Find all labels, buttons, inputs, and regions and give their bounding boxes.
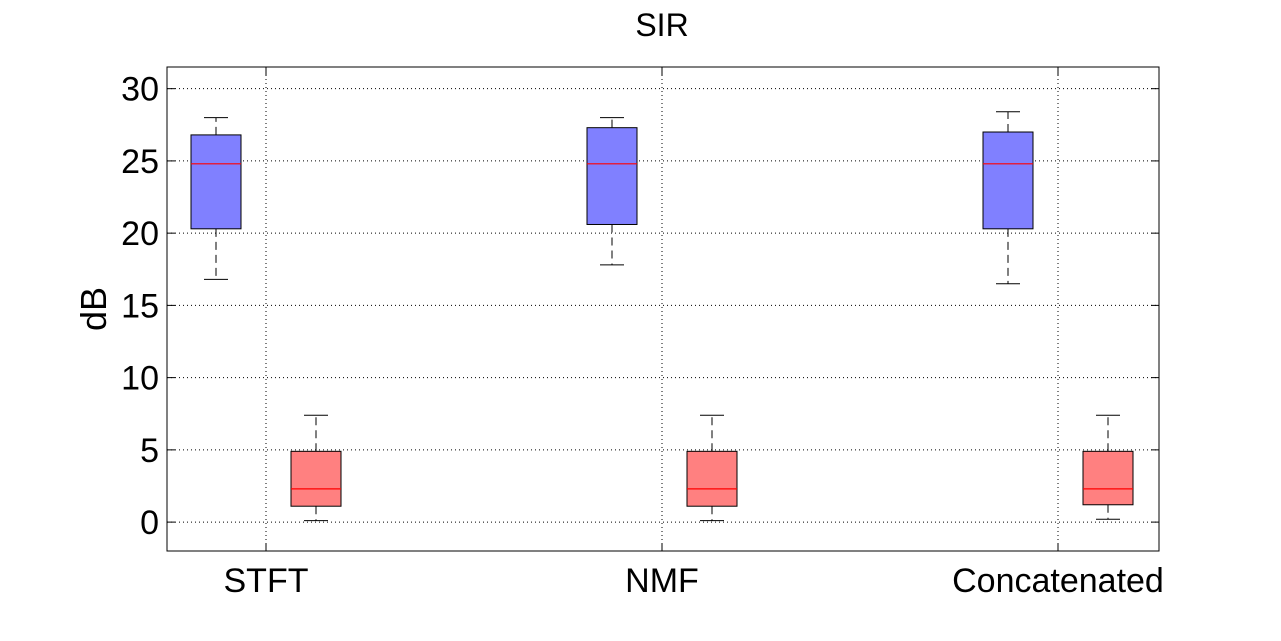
- box-iqr: [190, 134, 242, 230]
- box-iqr: [982, 131, 1034, 230]
- plot-frame: [166, 66, 1160, 552]
- grid: [167, 67, 1159, 551]
- y-tick-label: 25: [121, 143, 159, 181]
- x-tick-label: NMF: [625, 562, 699, 600]
- box-concatenated-1: [982, 111, 1034, 285]
- box-nmf-2: [686, 414, 738, 522]
- y-tick-label: 15: [121, 287, 159, 325]
- y-axis-label: dB: [73, 287, 114, 331]
- box-concatenated-2: [1082, 414, 1134, 520]
- box-stft-1: [190, 117, 242, 280]
- y-tick-label: 20: [121, 215, 159, 253]
- y-tick-label: 0: [140, 504, 159, 542]
- boxes: [190, 111, 1134, 522]
- y-tick-label: 5: [140, 432, 159, 470]
- box-iqr: [1082, 450, 1134, 506]
- chart-title: SIR: [635, 7, 688, 43]
- box-nmf-1: [586, 117, 638, 266]
- y-tick-label: 30: [121, 71, 159, 109]
- y-tick-label: 10: [121, 360, 159, 398]
- box-iqr: [686, 450, 738, 507]
- x-tick-label: Concatenated: [952, 562, 1164, 600]
- box-iqr: [586, 127, 638, 225]
- box-stft-2: [290, 414, 342, 522]
- x-tick-label: STFT: [224, 562, 309, 600]
- axes: 0 5 10 15 20 25 30 STFT NMF Concatenated: [121, 66, 1164, 600]
- box-iqr: [290, 450, 342, 507]
